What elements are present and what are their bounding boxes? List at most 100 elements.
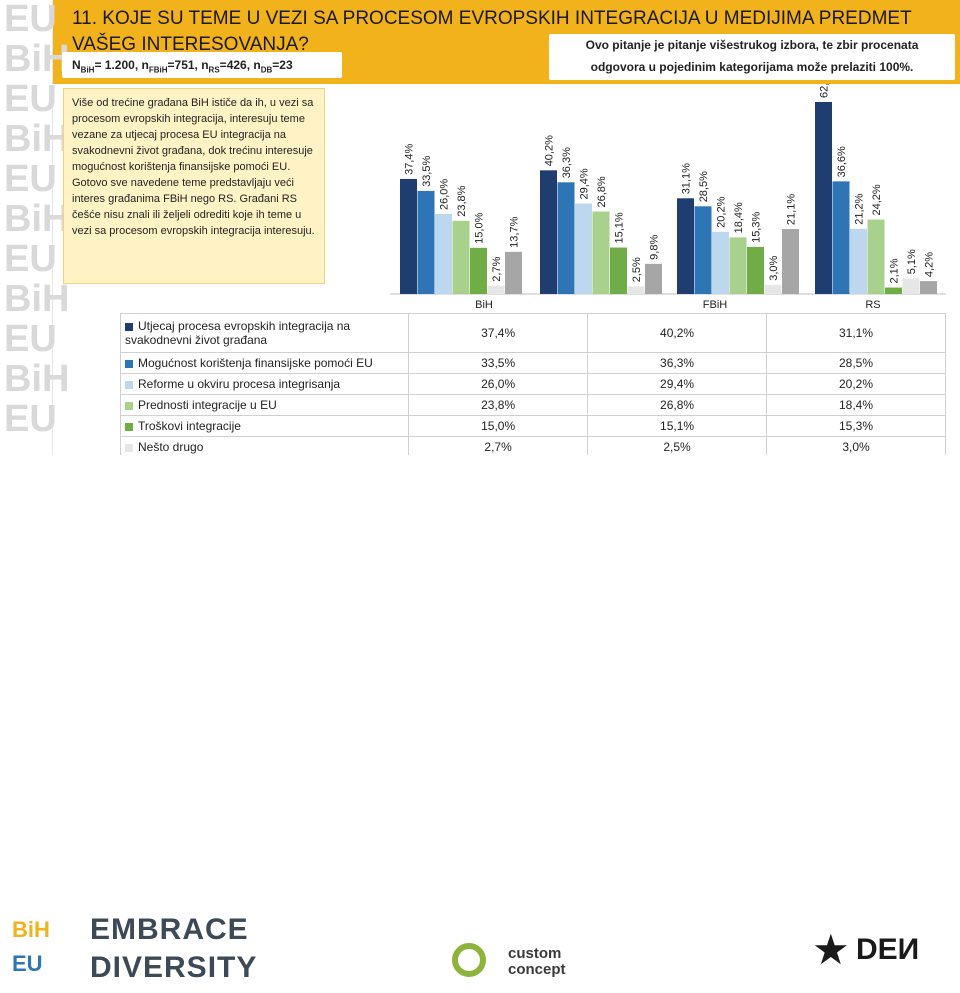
concept-text: concept [508,961,566,978]
page-title-continued: VAŠEG INTERESOVANJA? [72,34,309,55]
table-cell: 40,2% [587,313,768,353]
table-cell: 36,3% [587,352,768,374]
bar [677,198,694,294]
table-cell: 2,5% [587,436,768,458]
bar [902,278,920,294]
series-name-cell: Utjecaj procesa evropskih integracija na… [119,313,410,353]
table-cell: 15,3% [766,415,946,437]
bar-value-label: 21,2% [854,193,866,224]
table-cell: 3,0% [766,436,946,458]
bar [400,178,417,294]
multiple-choice-note: Ovo pitanje je pitanje višestrukog izbor… [549,34,955,80]
left-decorative-band: EU BiH EU BiH EU BiH EU BiH EU BiH EU [0,0,69,540]
bar-value-label: 15,3% [751,212,763,243]
bar [832,181,850,294]
bar-value-label: 13,7% [509,216,521,247]
star-icon: ★ [812,926,850,973]
n-fbih: 751 [174,58,195,72]
sample-size: NBiH= 1.200, nFBiH=751, nRS=426, nDB=23 [62,52,342,78]
bar-value-label: 62,4% [819,84,831,98]
category-label: BiH [475,299,493,311]
embrace-text: EMBRACE [90,913,249,946]
table-cell: 33,5% [408,352,589,374]
band-glyph: BiH [4,198,70,240]
bar [435,214,452,294]
table-cell: 23,8% [408,394,589,416]
legend-swatch [125,380,133,389]
n-bih: 1.200 [104,58,135,72]
bar-value-label: 18,4% [733,202,745,233]
bar [417,190,435,294]
note-line2: odgovora u pojedinim kategorijama može p… [590,60,914,74]
bar [592,211,610,294]
band-glyph: BiH [4,358,70,400]
logo-block-bih: BiH [12,917,50,942]
bar [920,281,937,294]
series-name: Mogućnost korištenja finansijske pomoći … [138,356,373,370]
band-glyph: BiH [4,38,70,80]
table-cell: 15,0% [408,415,589,437]
bar-value-label: 20,2% [716,196,728,227]
series-name-cell: Mogućnost korištenja finansijske pomoći … [119,352,410,374]
series-name: Utjecaj procesa evropskih integracija na… [125,319,351,347]
bar-value-label: 2,5% [631,257,643,282]
bar-value-label: 3,0% [768,255,780,280]
bar-value-label: 28,5% [698,171,710,202]
bar [782,229,799,294]
table-row: Mogućnost korištenja finansijske pomoći … [119,352,946,374]
note-line1: Ovo pitanje je pitanje višestrukog izbor… [585,38,919,52]
bar [867,219,885,294]
bar [764,284,782,294]
bar-value-label: 2,1% [889,258,901,283]
series-name: Nešto drugo [138,440,204,454]
bar [815,102,832,294]
bar-value-label: 9,8% [649,235,661,260]
bar [557,182,575,294]
table-cell: 26,0% [408,373,589,395]
bars [400,102,937,294]
footer-area: BiH EU EMBRACE DIVERSITY custom concept … [0,455,960,984]
table-row: Reforme u okviru procesa integrisanja 26,… [119,373,946,395]
diversity-text: DIVERSITY [90,951,258,984]
bar [505,251,522,294]
bar-value-label: 26,8% [596,176,608,207]
table-cell: 37,4% [408,313,589,353]
bar [694,206,712,294]
bar-value-label: 33,5% [421,156,433,187]
table-row: Prednosti integracije u EU 23,8% 26,8% 18,4… [119,394,946,416]
bar-value-label: 15,1% [614,212,626,243]
table-cell: 2,7% [408,436,589,458]
bar-value-label: 36,3% [561,147,573,178]
bar-value-label: 26,0% [439,179,451,210]
band-glyph: EU [4,78,57,120]
series-name-cell: Nešto drugo [119,436,410,458]
legend-swatch [125,359,133,368]
table-cell: 20,2% [766,373,946,395]
bar-value-label: 24,2% [871,184,883,215]
bar [452,220,470,294]
series-name: Prednosti integracije u EU [138,398,277,412]
table-cell: 15,1% [587,415,768,437]
band-glyph: EU [4,318,57,360]
band-glyph: EU [4,238,57,280]
data-table: Utjecaj procesa evropskih integracija na… [119,313,946,478]
bar [610,247,627,294]
band-glyph: EU [4,0,57,40]
bar [850,228,867,294]
bar [487,285,505,294]
bar [747,246,764,294]
legend-swatch [125,443,133,452]
bar-value-label: 23,8% [456,185,468,216]
band-glyph: BiH [4,278,70,320]
bar-value-label: 2,7% [491,256,503,281]
bar [470,247,487,294]
bar-value-label: 31,1% [681,163,693,194]
bar-labels: 37,4% 40,2% 31,1% 33,5% 36,3% 28,5% 26,0% 29,4%… [404,84,936,284]
custom-text: custom [508,945,562,962]
bar-value-label: 37,4% [404,144,416,175]
table-cell: 31,1% [766,313,946,353]
page-title: 11. KOJE SU TEME U VEZI SA PROCESOM EVRO… [72,8,912,29]
bar [645,263,662,294]
bar-value-label: 29,4% [579,168,591,199]
bar [627,286,645,294]
